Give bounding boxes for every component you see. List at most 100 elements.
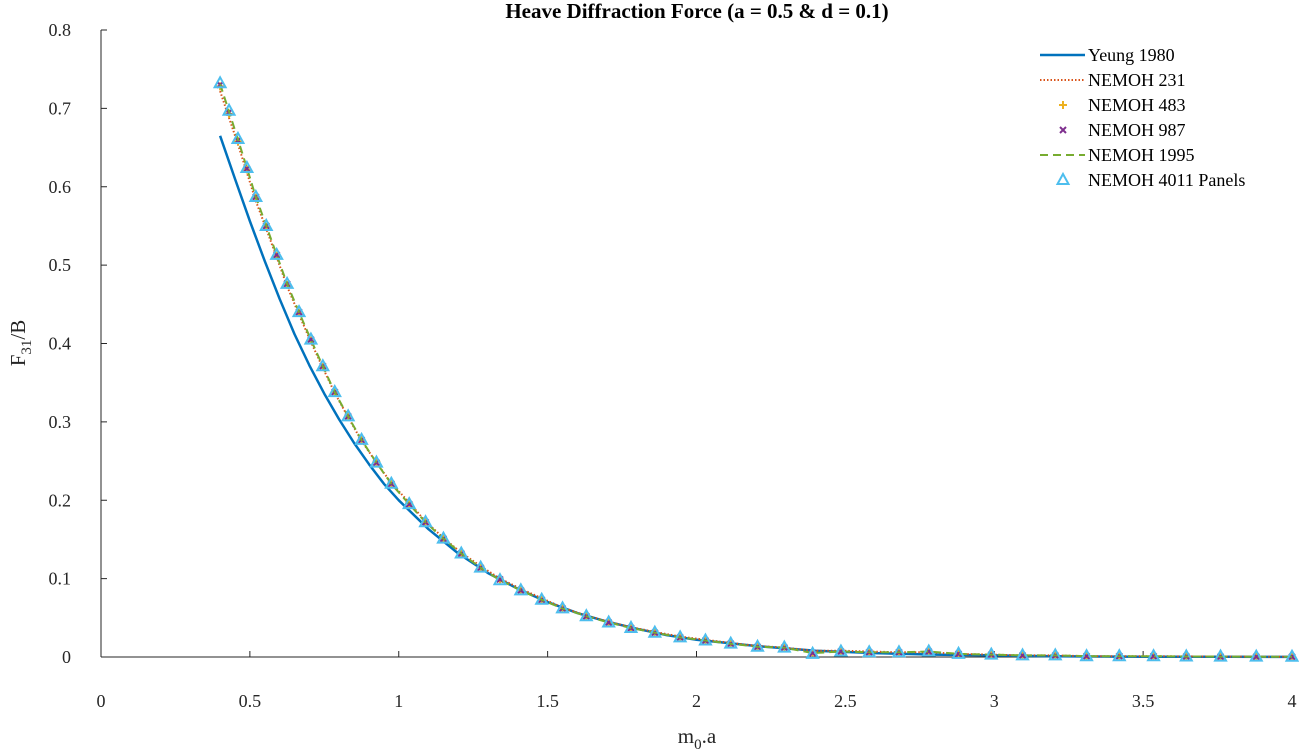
data-point-triangle: [623, 619, 639, 634]
series-yeung-1980: [218, 135, 1293, 659]
data-point-triangle: [1015, 647, 1030, 661]
y-ticks: 0 0.1 0.2 0.3 0.4 0.5 0.6 0.7 0.8: [49, 20, 107, 667]
data-point-triangle: [315, 358, 331, 372]
y-axis-title-main: F: [6, 355, 30, 367]
x-tick-label: 1.5: [536, 691, 559, 711]
data-point-triangle: [723, 635, 738, 649]
x-tick-label: 0: [97, 691, 106, 711]
data-point-triangle: [291, 304, 307, 318]
x-tick-label: 3.5: [1132, 691, 1155, 711]
data-point-triangle: [1079, 648, 1094, 662]
series-line: [218, 135, 1293, 659]
data-point-triangle: [230, 130, 246, 144]
data-point-triangle: [833, 643, 849, 657]
data-point-triangle: [354, 431, 369, 445]
data-point-triangle: [951, 645, 966, 659]
data-point-triangle: [534, 591, 549, 605]
data-point-triangle: [259, 217, 274, 231]
y-tick-label: 0.4: [49, 334, 72, 354]
data-point-triangle: [401, 496, 417, 510]
y-tick-label: 0.5: [49, 255, 72, 275]
data-point-triangle: [473, 559, 488, 573]
x-tick-label: 2: [692, 691, 701, 711]
legend-label: NEMOH 1995: [1088, 145, 1195, 165]
data-point-triangle: [327, 384, 342, 398]
y-tick-label: 0.7: [49, 98, 72, 118]
legend-label: Yeung 1980: [1088, 45, 1175, 65]
x-tick-label: 0.5: [239, 691, 262, 711]
data-point-triangle: [647, 624, 663, 638]
data-point-triangle: [1284, 648, 1299, 662]
y-tick-label: 0.3: [49, 412, 72, 432]
data-point-triangle: [239, 159, 255, 173]
data-point-triangle: [384, 475, 399, 489]
x-ticks: 0 0.5 1 1.5 2 2.5 3 3.5 4: [97, 651, 1297, 711]
data-point-triangle: [212, 75, 228, 89]
legend-label: NEMOH 483: [1088, 95, 1186, 115]
data-point-triangle: [1249, 648, 1264, 662]
data-point-triangle: [1179, 648, 1194, 662]
legend-item: NEMOH 4011 Panels: [1055, 170, 1245, 190]
legend-item: Yeung 1980: [1040, 45, 1175, 65]
data-point-triangle: [369, 454, 384, 468]
x-tick-label: 1: [394, 691, 403, 711]
legend-label: NEMOH 231: [1088, 70, 1186, 90]
chart-title: Heave Diffraction Force (a = 0.5 & d = 0…: [505, 0, 888, 23]
y-axis-title-tail: /B: [6, 320, 30, 340]
legend-label: NEMOH 4011 Panels: [1088, 170, 1245, 190]
y-tick-label: 0.8: [49, 20, 72, 40]
plot-series: [212, 75, 1299, 662]
data-point-triangle: [454, 545, 469, 559]
y-axis-title-sub: 31: [19, 340, 35, 355]
series-nemoh-1995: [219, 83, 1293, 658]
data-point-triangle: [921, 643, 936, 657]
data-point-triangle: [891, 644, 907, 658]
x-axis-title-tail: .a: [702, 724, 717, 748]
data-point-triangle: [555, 600, 570, 614]
data-point-triangle: [436, 530, 451, 544]
data-point-triangle: [698, 632, 713, 646]
legend-item: NEMOH 987: [1059, 120, 1186, 140]
data-point-triangle: [418, 514, 433, 528]
data-point-triangle: [862, 644, 877, 658]
y-tick-label: 0.1: [49, 569, 72, 589]
data-point-triangle: [579, 608, 594, 622]
data-point-triangle: [777, 639, 792, 653]
data-point-triangle: [805, 645, 820, 659]
data-point-triangle: [672, 629, 688, 643]
legend: Yeung 1980 NEMOH 231 NEMOH 483 NEMOH 987…: [1040, 45, 1245, 190]
x-axis-title-main: m: [678, 724, 694, 748]
x-axis-title-sub: 0: [694, 737, 702, 753]
data-point-triangle: [750, 638, 765, 652]
legend-marker-x: [1059, 126, 1067, 134]
y-tick-label: 0: [62, 647, 71, 667]
data-point-triangle: [1146, 648, 1161, 662]
legend-marker-triangle: [1055, 171, 1071, 185]
y-axis-title: F31/B: [6, 320, 35, 367]
data-point-triangle: [513, 582, 529, 596]
legend-item: NEMOH 231: [1040, 70, 1186, 90]
x-tick-label: 4: [1288, 691, 1297, 711]
y-tick-label: 0.2: [49, 490, 72, 510]
data-point-triangle: [1112, 648, 1127, 662]
legend-item: NEMOH 483: [1059, 95, 1186, 115]
data-point-triangle: [984, 646, 999, 660]
legend-label: NEMOH 987: [1088, 120, 1186, 140]
data-point-triangle: [269, 246, 284, 260]
data-point-triangle: [492, 572, 508, 586]
legend-item: NEMOH 1995: [1040, 145, 1195, 165]
series-line: [219, 83, 1293, 658]
data-point-triangle: [1213, 648, 1228, 662]
x-tick-label: 3: [990, 691, 999, 711]
y-tick-label: 0.6: [49, 177, 72, 197]
x-axis-title: m0.a: [678, 724, 717, 753]
data-point-triangle: [601, 614, 616, 628]
data-point-triangle: [303, 331, 319, 345]
x-tick-label: 2.5: [834, 691, 857, 711]
legend-marker-plus: [1059, 101, 1067, 109]
data-point-triangle: [279, 275, 295, 289]
data-point-triangle: [340, 408, 356, 422]
data-point-triangle: [1048, 647, 1063, 661]
series-nemoh-987: [216, 81, 1296, 661]
